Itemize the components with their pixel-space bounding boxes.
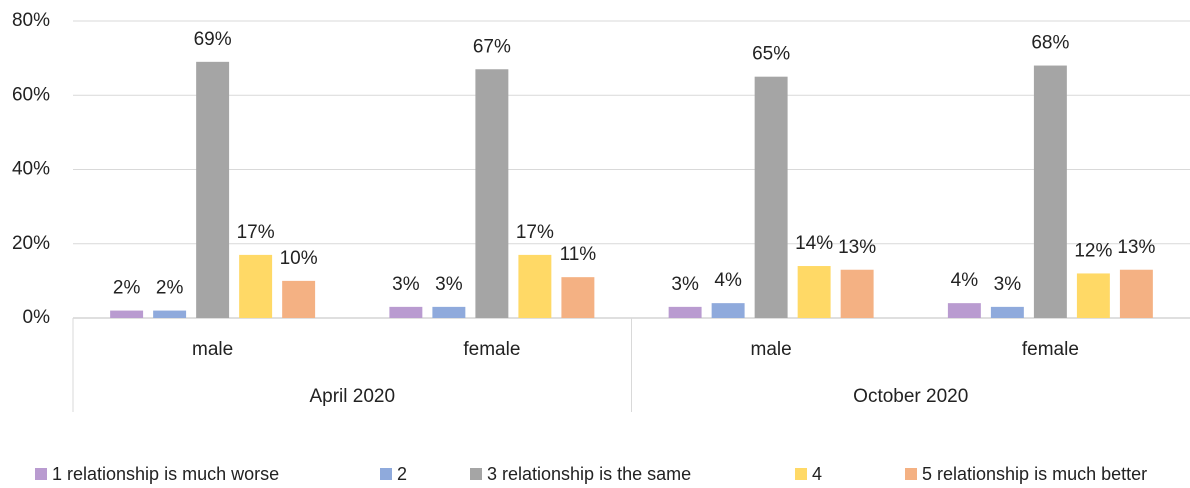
bar [518, 254, 552, 318]
data-label: 17% [516, 222, 554, 243]
y-tick-label: 60% [12, 84, 50, 105]
data-label: 67% [473, 36, 511, 57]
bar [754, 76, 788, 318]
bar [561, 277, 595, 318]
bar [432, 306, 466, 318]
y-tick-label: 40% [12, 159, 50, 180]
data-label: 17% [237, 222, 275, 243]
legend-swatch [35, 468, 47, 480]
bar [1076, 273, 1110, 318]
legend-label: 5 relationship is much better [922, 464, 1147, 484]
legend-swatch [380, 468, 392, 480]
bar [282, 280, 316, 318]
bar [1119, 269, 1153, 318]
legend-swatch [795, 468, 807, 480]
y-tick-label: 20% [12, 233, 50, 254]
data-label: 10% [280, 248, 318, 269]
data-label: 14% [795, 233, 833, 254]
bar [840, 269, 874, 318]
group-label: April 2020 [309, 386, 395, 407]
y-tick-label: 80% [12, 10, 50, 31]
data-label: 11% [560, 244, 597, 265]
legend-swatch [905, 468, 917, 480]
data-label: 2% [113, 278, 141, 299]
legend-label: 2 [397, 464, 407, 484]
legend-label: 1 relationship is much worse [52, 464, 279, 484]
bar [475, 69, 509, 318]
data-label: 13% [838, 237, 876, 258]
x-tick-label: female [463, 339, 520, 360]
data-label: 3% [435, 274, 463, 295]
data-label: 3% [392, 274, 420, 295]
x-tick-label: male [192, 339, 233, 360]
data-label: 4% [951, 270, 979, 291]
legend-label: 3 relationship is the same [487, 464, 691, 484]
bar [797, 266, 831, 318]
x-tick-label: male [751, 339, 792, 360]
data-label: 12% [1074, 240, 1112, 261]
bar [711, 303, 745, 318]
data-label: 3% [671, 274, 699, 295]
bar [196, 61, 230, 319]
bar [668, 306, 702, 318]
bar [990, 306, 1024, 318]
bar [1033, 65, 1067, 318]
data-label: 13% [1117, 237, 1155, 258]
legend-label: 4 [812, 464, 822, 484]
legend-swatch [470, 468, 482, 480]
bar [239, 254, 273, 318]
data-label: 65% [752, 44, 790, 65]
x-tick-label: female [1022, 339, 1079, 360]
data-label: 69% [194, 29, 232, 50]
bar [110, 310, 144, 318]
bar [947, 303, 981, 318]
bar [389, 306, 423, 318]
bar [153, 310, 187, 318]
group-label: October 2020 [853, 386, 968, 407]
data-label: 4% [714, 270, 742, 291]
y-tick-label: 0% [23, 307, 51, 328]
data-label: 2% [156, 278, 184, 299]
data-label: 68% [1031, 33, 1069, 54]
data-label: 3% [994, 274, 1022, 295]
